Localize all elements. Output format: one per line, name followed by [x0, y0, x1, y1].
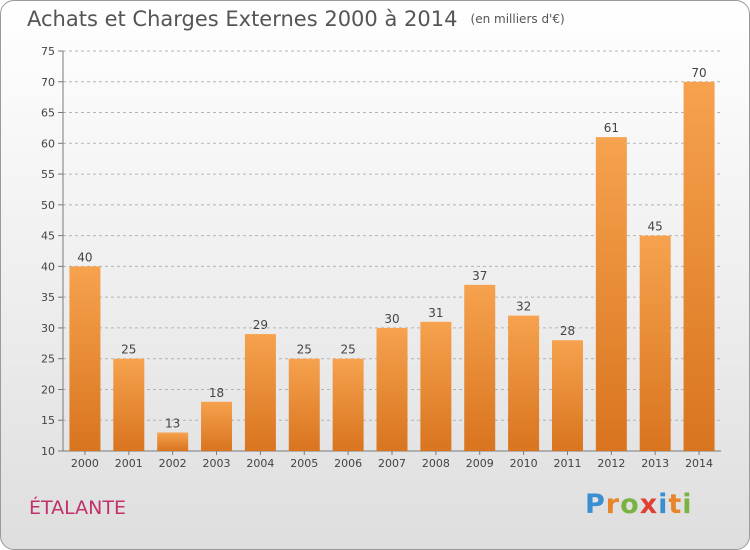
data-label: 13	[165, 417, 180, 431]
logo-letter: i	[682, 489, 693, 520]
bar	[69, 266, 101, 451]
y-tick-label: 10	[41, 445, 55, 458]
y-tick-label: 55	[41, 168, 55, 181]
x-tick-label: 2003	[203, 457, 231, 470]
x-tick-label: 2009	[466, 457, 494, 470]
y-tick-label: 30	[41, 322, 55, 335]
logo-letter: i	[658, 489, 669, 520]
x-tick-label: 2011	[553, 457, 581, 470]
data-label: 40	[77, 250, 92, 264]
data-label: 25	[340, 343, 355, 357]
logo-letter: t	[668, 489, 683, 520]
data-label: 30	[384, 312, 399, 326]
bar	[376, 327, 408, 451]
data-label: 32	[516, 300, 531, 314]
bar	[420, 321, 452, 451]
bar	[288, 358, 320, 451]
x-tick-label: 2010	[510, 457, 538, 470]
x-tick-label: 2014	[685, 457, 713, 470]
y-tick-label: 20	[41, 383, 55, 396]
x-tick-label: 2008	[422, 457, 450, 470]
data-label: 37	[472, 269, 487, 283]
x-tick-label: 2006	[334, 457, 362, 470]
x-tick-label: 2007	[378, 457, 406, 470]
logo-letter: P	[585, 489, 606, 520]
title-unit: (en milliers d'€)	[470, 12, 565, 26]
logo-letter: x	[639, 489, 659, 520]
bar	[201, 401, 233, 451]
title-text: Achats et Charges Externes 2000 à 2014	[27, 7, 458, 31]
data-label: 25	[297, 343, 312, 357]
bar	[639, 235, 671, 451]
bar	[595, 137, 627, 451]
x-tick-label: 2000	[71, 457, 99, 470]
bar	[508, 315, 540, 451]
y-tick-label: 40	[41, 260, 55, 273]
y-tick-label: 25	[41, 353, 55, 366]
bar	[332, 358, 364, 451]
data-label: 25	[121, 343, 136, 357]
bars	[69, 81, 715, 452]
data-label: 18	[209, 386, 224, 400]
y-tick-label: 70	[41, 76, 55, 89]
y-tick-label: 60	[41, 137, 55, 150]
bar	[551, 340, 583, 451]
x-tick-label: 2004	[246, 457, 274, 470]
y-tick-label: 45	[41, 230, 55, 243]
commune-name: ÉTALANTE	[29, 497, 126, 519]
chart-title: Achats et Charges Externes 2000 à 2014 (…	[27, 7, 565, 31]
bar	[113, 358, 145, 451]
y-tick-label: 35	[41, 291, 55, 304]
labels: 40 25 13 18 29 25 25 30 31 37 32 28 61 45 70	[77, 66, 706, 431]
bar	[464, 284, 496, 451]
x-tick-label: 2012	[597, 457, 625, 470]
x-tick-label: 2005	[290, 457, 318, 470]
bar	[683, 81, 715, 452]
proxiti-logo: Proxiti	[585, 489, 693, 520]
bar	[244, 334, 276, 451]
x-tick-label: 2013	[641, 457, 669, 470]
y-tick-label: 75	[41, 45, 55, 58]
logo-letter: o	[620, 489, 640, 520]
y-tick-label: 65	[41, 107, 55, 120]
data-label: 70	[691, 66, 706, 80]
data-label: 28	[560, 324, 575, 338]
y-tick-label: 50	[41, 199, 55, 212]
data-label: 45	[648, 220, 663, 234]
data-label: 29	[253, 318, 268, 332]
y-tick-label: 15	[41, 414, 55, 427]
bar	[157, 432, 189, 451]
logo-letter: r	[605, 489, 621, 520]
x-tick-label: 2001	[115, 457, 143, 470]
data-label: 31	[428, 306, 443, 320]
x-tick-label: 2002	[159, 457, 187, 470]
data-label: 61	[604, 121, 619, 135]
